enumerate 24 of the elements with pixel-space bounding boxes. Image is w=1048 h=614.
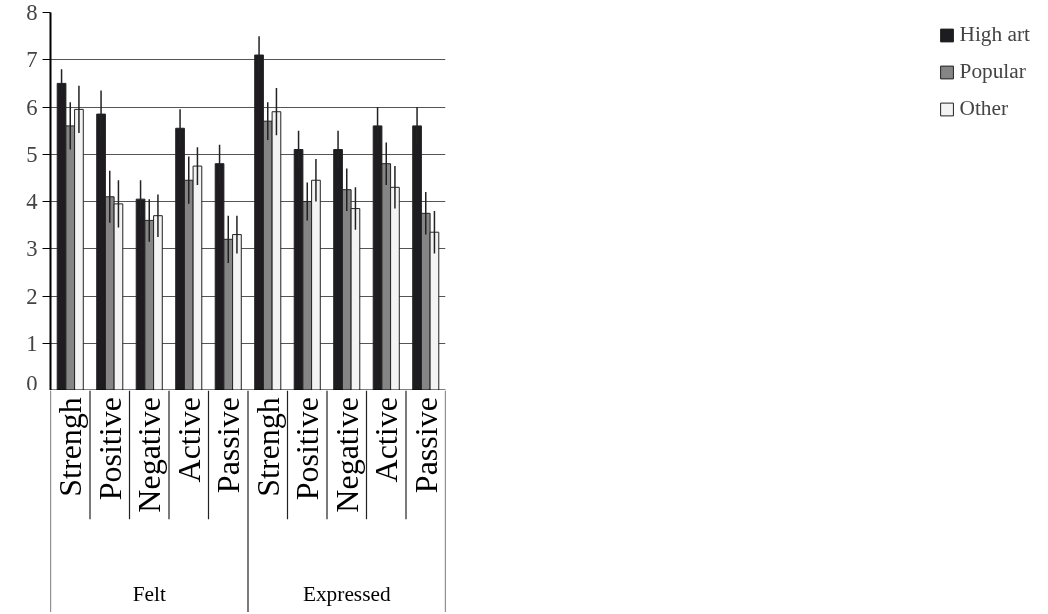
x-tick-label: Positive: [91, 397, 128, 501]
text: Expressed: [302, 581, 391, 606]
text: Felt: [132, 581, 166, 606]
x-tick-label: Strengh: [52, 397, 89, 497]
y-tick-label: 6: [26, 94, 38, 120]
x-tick-label: Negative: [131, 397, 168, 513]
legend-label: Other: [959, 96, 1009, 121]
y-tick-label: 5: [26, 141, 38, 167]
legend-label: High art: [959, 22, 1030, 47]
y-tick-label: 0: [26, 370, 38, 396]
x-tick-label: Active: [170, 397, 207, 483]
x-tick-label: Passive: [407, 397, 444, 494]
y-tick-label: 1: [26, 330, 38, 356]
x-tick-label: Passive: [210, 397, 247, 494]
x-tick-label: Strengh: [249, 397, 286, 497]
x-tick-label: Positive: [289, 397, 326, 501]
y-tick-label: 2: [26, 283, 38, 309]
y-tick-label: 3: [26, 236, 38, 262]
x-tick-label: Negative: [328, 397, 365, 513]
y-tick-label: 4: [26, 189, 38, 214]
legend-label: Popular: [959, 59, 1026, 84]
y-tick-label: 7: [26, 47, 38, 73]
x-tick-label: Active: [368, 397, 405, 483]
y-tick-label: 8: [26, 0, 38, 25]
